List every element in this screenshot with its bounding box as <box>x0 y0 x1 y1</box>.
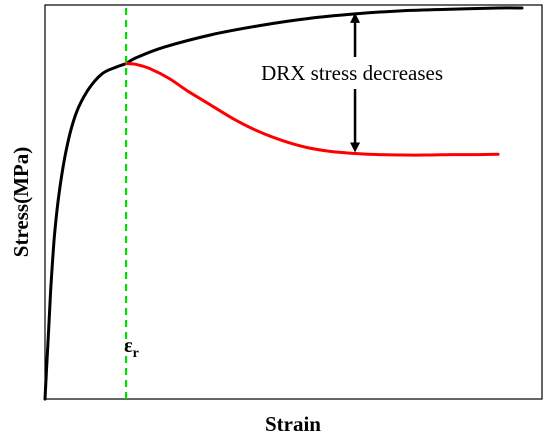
y-axis-label: Stress(MPa) <box>9 147 33 257</box>
series-line-2 <box>124 62 500 157</box>
critical-strain-subscript: r <box>133 346 139 361</box>
plot-frame <box>44 4 543 400</box>
annotation-label: DRX stress decreases <box>261 61 443 85</box>
x-axis-label: Strain <box>265 412 321 436</box>
annotation-group: DRX stress decreases <box>261 12 443 153</box>
series-layer <box>43 6 524 401</box>
series-line-1 <box>43 6 524 401</box>
critical-strain-marker: εr <box>124 8 139 399</box>
